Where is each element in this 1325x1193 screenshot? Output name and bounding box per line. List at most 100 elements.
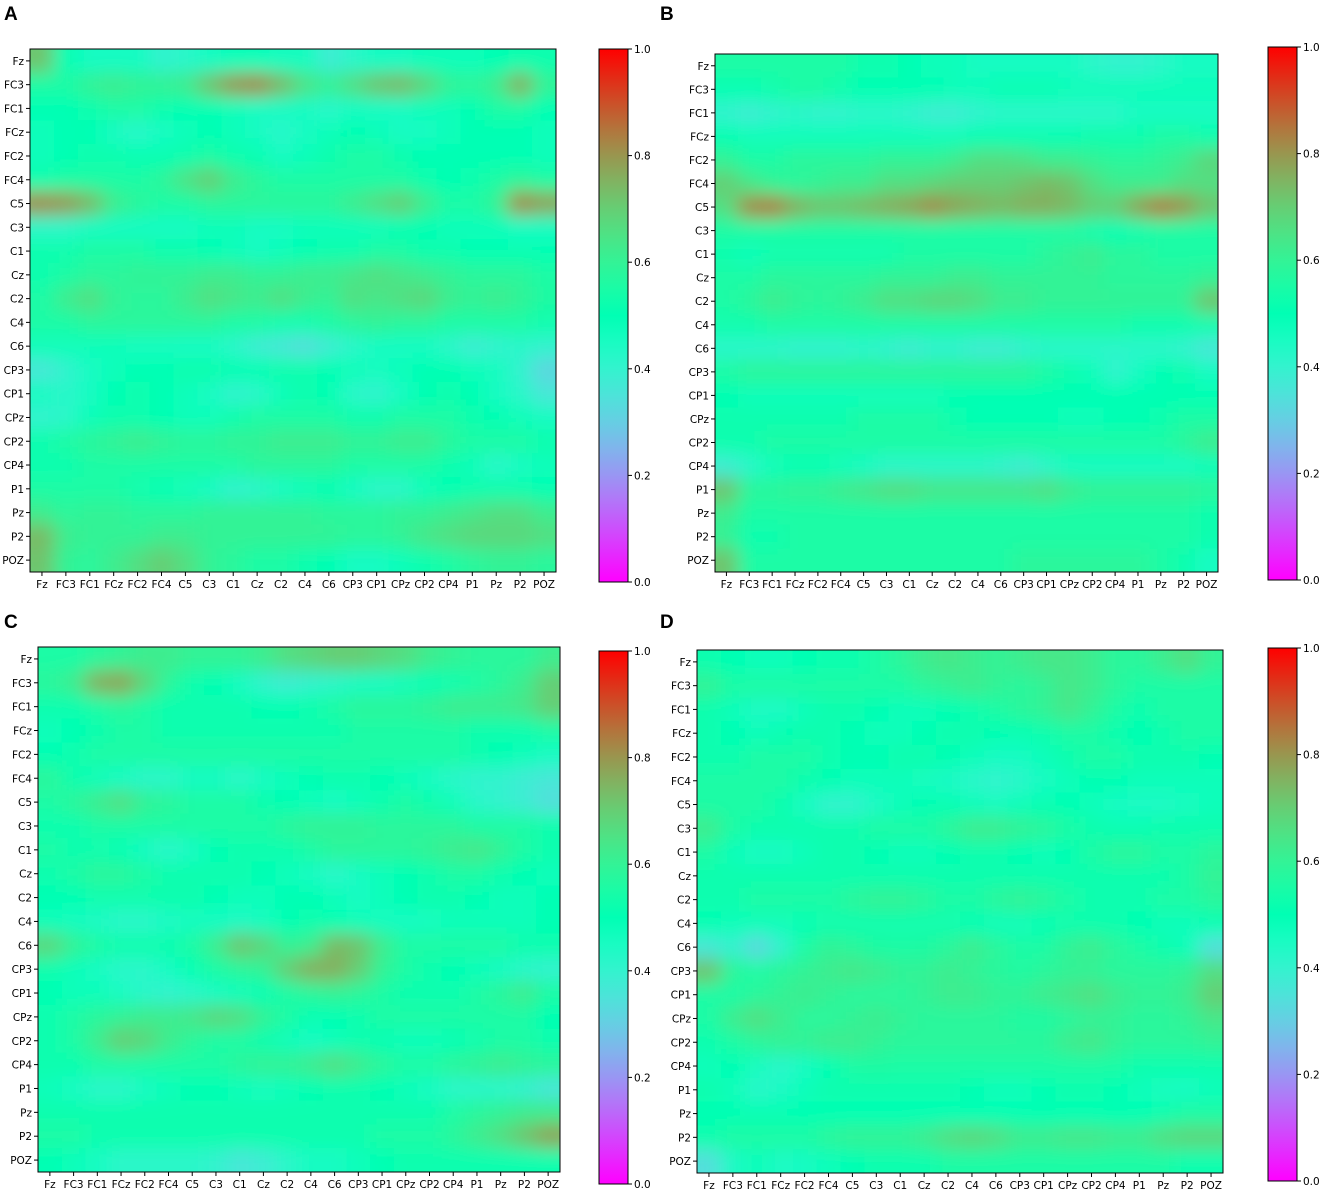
x-tick-label: FC1 — [80, 579, 100, 591]
x-tick-label: C4 — [298, 579, 312, 591]
heatmap-cell — [132, 1148, 158, 1172]
heatmap-cell — [943, 218, 968, 243]
heatmap-cell — [768, 887, 794, 913]
heatmap-cell — [436, 191, 461, 217]
heatmap-cell — [125, 453, 151, 478]
heatmap-cell — [1199, 911, 1223, 936]
heatmap-cell — [966, 313, 990, 338]
heatmap-cell — [61, 718, 87, 744]
heatmap-cell — [532, 239, 556, 264]
heatmap-cell — [1175, 863, 1200, 889]
heatmap-cell — [38, 1004, 63, 1030]
x-tick-label: CP1 — [1036, 579, 1056, 591]
heatmap-cell — [30, 144, 55, 169]
heatmap-cell — [85, 718, 110, 744]
heatmap-cell — [488, 766, 514, 791]
heatmap-cell — [1199, 768, 1223, 794]
heatmap-cell — [532, 358, 556, 383]
heatmap-cell — [1199, 650, 1223, 675]
heatmap-cell — [316, 310, 342, 335]
x-tick-label: FCz — [104, 579, 123, 591]
heatmap-cell — [417, 981, 442, 1006]
heatmap-cell — [512, 981, 537, 1006]
heatmap-cell — [251, 647, 276, 672]
heatmap-cell — [38, 1028, 63, 1054]
heatmap-cell — [85, 933, 110, 958]
heatmap-cell — [744, 863, 770, 889]
heatmap-cell — [1057, 430, 1082, 455]
heatmap-cell — [744, 887, 770, 913]
heatmap-cell — [275, 1124, 300, 1149]
heatmap-cell — [275, 694, 300, 720]
y-tick-label: C4 — [18, 916, 32, 928]
heatmap-cell — [197, 120, 222, 145]
heatmap-cell — [1055, 650, 1081, 675]
x-tick-label: CPz — [396, 1179, 416, 1191]
heatmap-cell — [989, 360, 1013, 385]
heatmap-cell — [1172, 430, 1196, 455]
heatmap-cell — [1012, 548, 1036, 572]
heatmap-cell — [370, 909, 395, 934]
heatmap-cell — [77, 49, 103, 74]
heatmap-cell — [101, 286, 127, 312]
heatmap-cell — [920, 195, 945, 220]
heatmap-cell — [1149, 218, 1173, 243]
heatmap-cell — [109, 790, 134, 815]
heatmap-cell — [1149, 54, 1173, 79]
heatmap-cell — [436, 548, 461, 572]
heatmap-cell — [197, 548, 222, 572]
heatmap-cell — [720, 1030, 746, 1055]
heatmap-cell — [875, 524, 899, 550]
heatmap-cell — [227, 1028, 253, 1054]
heatmap-cell — [412, 334, 438, 359]
y-tick-label: CP3 — [671, 966, 691, 978]
x-tick-label: C6 — [322, 579, 336, 591]
x-tick-label: Pz — [495, 1179, 507, 1191]
heatmap-cell — [53, 120, 79, 145]
heatmap-cell — [1199, 982, 1223, 1008]
heatmap-cell — [983, 697, 1009, 722]
heatmap-cell — [221, 167, 246, 193]
x-tick-label: POZ — [1196, 579, 1218, 591]
x-tick-label: C1 — [902, 579, 916, 591]
heatmap-cell — [1080, 242, 1105, 267]
heatmap-cell — [744, 1149, 770, 1173]
heatmap-cell — [897, 101, 922, 126]
heatmap-cell — [245, 476, 270, 502]
heatmap-cell — [197, 524, 222, 549]
heatmap-cell — [149, 49, 175, 74]
heatmap-cell — [1031, 1030, 1057, 1055]
heatmap-cell — [1149, 477, 1173, 502]
heatmap-cell — [1149, 77, 1173, 102]
heatmap-cell — [875, 454, 899, 479]
heatmap-cell — [370, 1148, 395, 1172]
heatmap-cell — [77, 310, 103, 335]
heatmap-cell — [1080, 477, 1105, 502]
heatmap-cell — [912, 911, 937, 936]
heatmap-cell — [912, 887, 937, 913]
colorbar-tick-label: 1.0 — [634, 44, 651, 56]
heatmap-cell — [1035, 195, 1059, 220]
heatmap-cell — [109, 1052, 134, 1078]
heatmap-cell — [1057, 171, 1082, 196]
heatmap-cell — [125, 72, 151, 98]
x-tick-label: FC3 — [56, 579, 76, 591]
heatmap-cell — [1012, 124, 1036, 149]
heatmap-cell — [508, 72, 533, 98]
heatmap-cell — [1103, 524, 1128, 550]
heatmap-cell — [370, 1100, 395, 1125]
heatmap-cell — [816, 745, 842, 770]
heatmap-cell — [204, 933, 229, 958]
x-tick-label: C6 — [989, 1180, 1003, 1192]
heatmap-cell — [783, 477, 808, 502]
heatmap-cell — [322, 670, 348, 696]
heatmap-cell — [966, 148, 990, 173]
heatmap-cell — [966, 454, 990, 479]
heatmap-cell — [85, 1124, 110, 1149]
heatmap-cell — [460, 191, 485, 217]
heatmap-cell — [412, 144, 438, 169]
heatmap-cell — [370, 647, 395, 672]
heatmap-cell — [436, 334, 461, 359]
heatmap-cell — [227, 861, 253, 887]
heatmap-cell — [275, 718, 300, 744]
